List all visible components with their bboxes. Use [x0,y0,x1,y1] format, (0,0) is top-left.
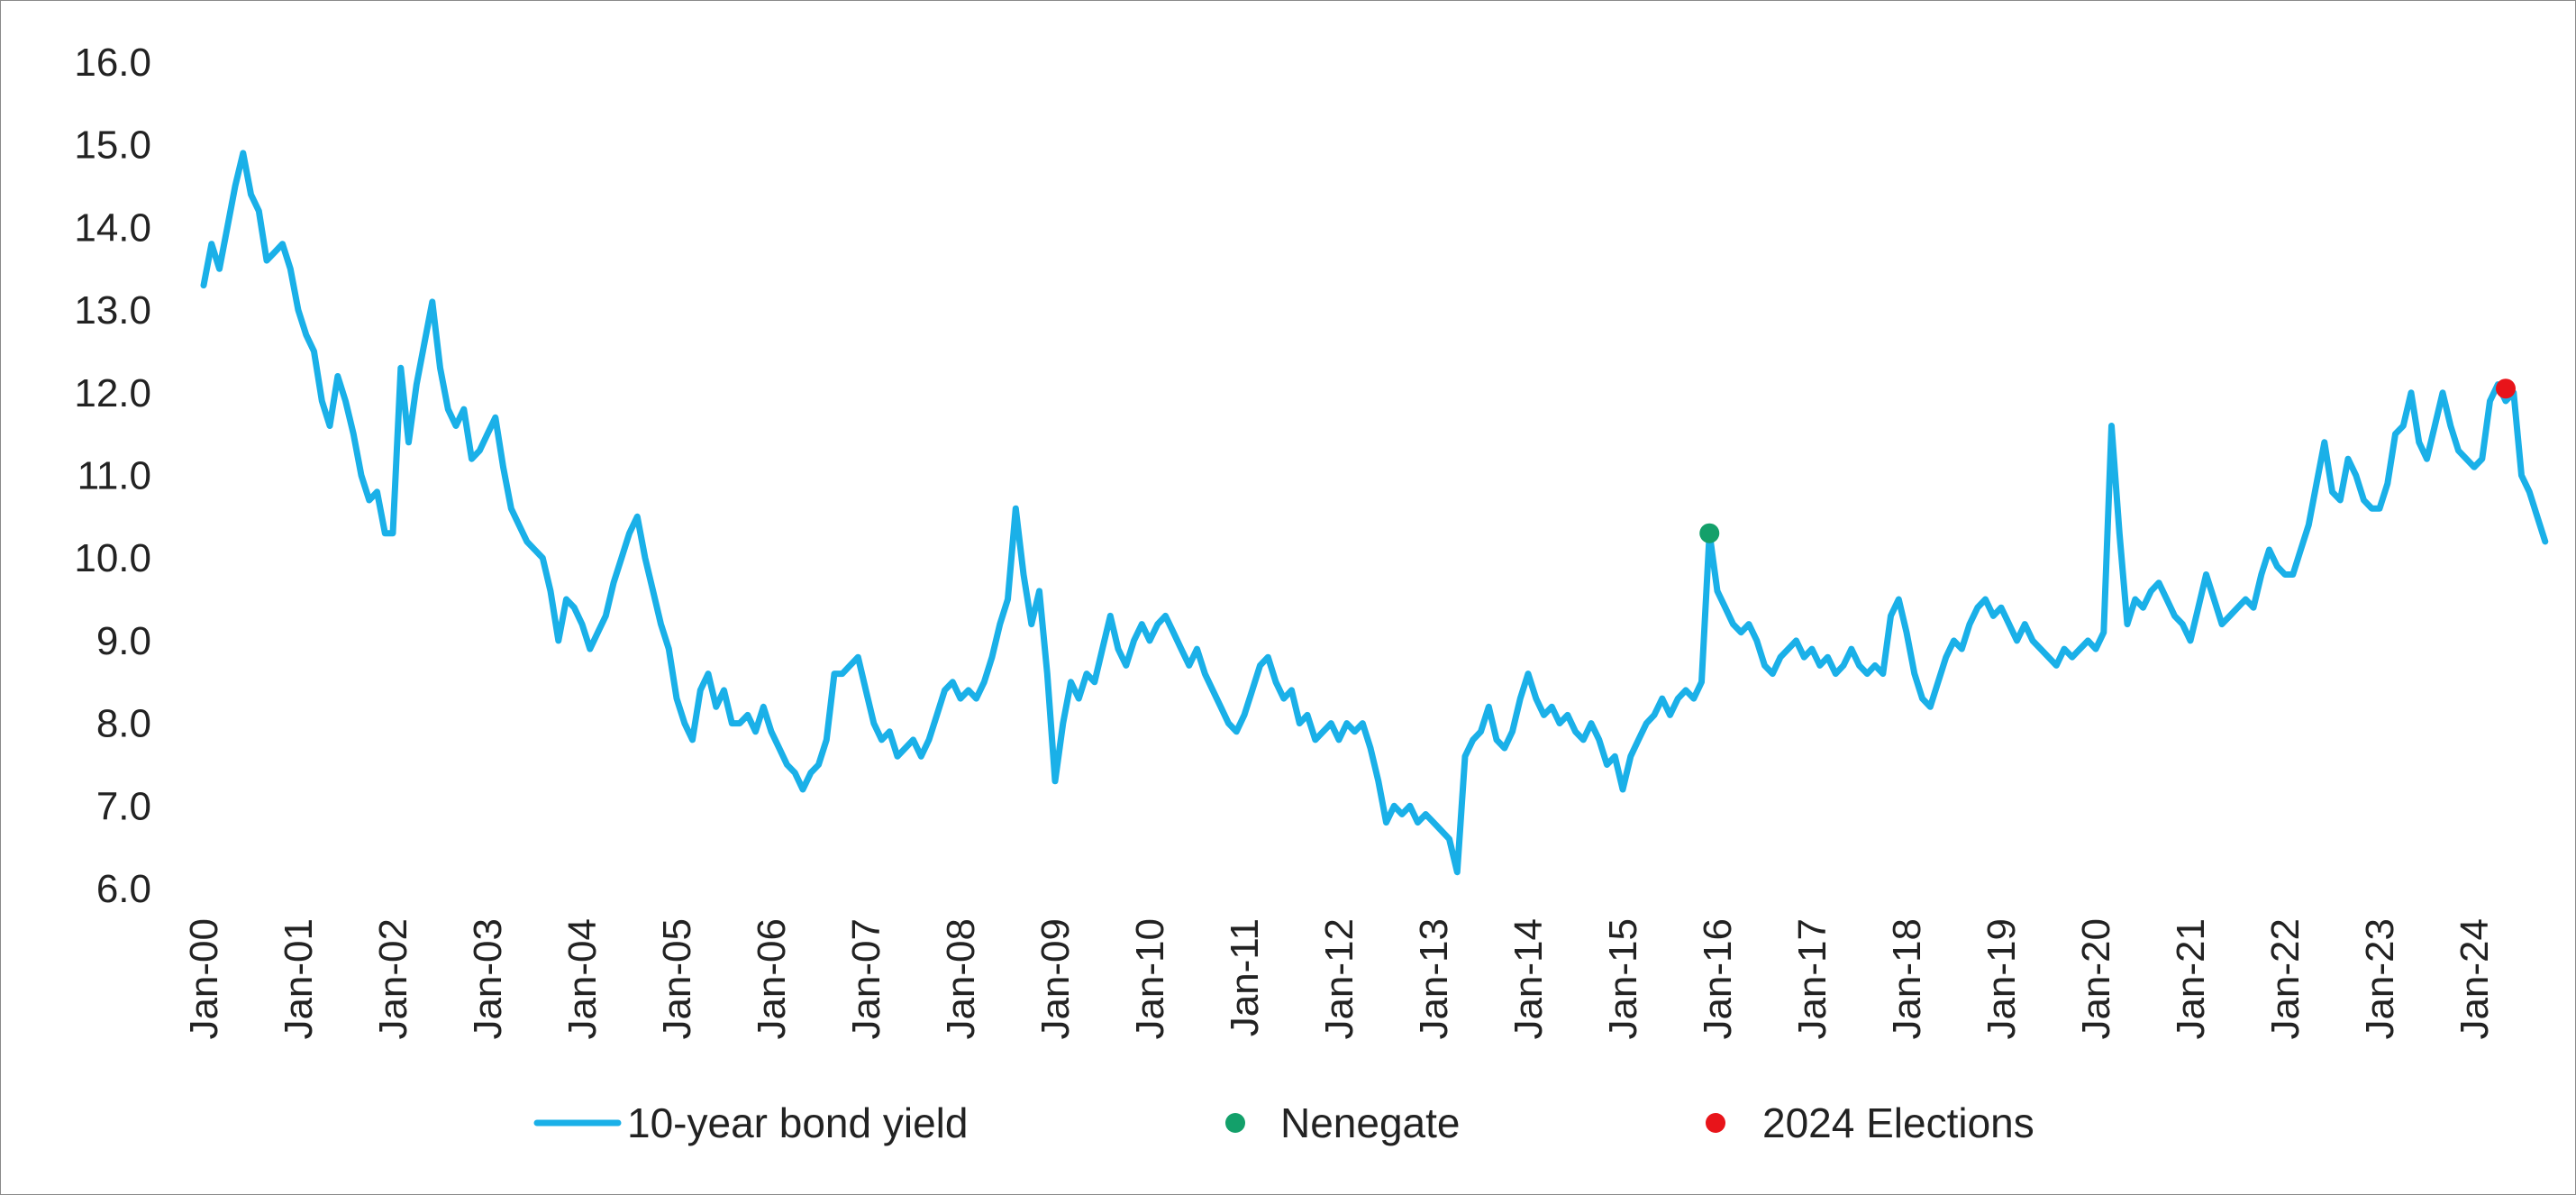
x-tick-label: Jan-09 [1033,918,1078,1040]
y-tick-label: 15.0 [74,123,151,168]
x-tick-label: Jan-13 [1412,918,1456,1040]
series-line-10-year-bond-yield [200,150,2549,876]
y-axis-ticks: 6.0 7.0 8.0 9.0 10.0 11.0 12.0 13.0 14.0 15.0 16.0 [74,41,151,911]
legend-label-nenegate: Nenegate [1280,1099,1461,1146]
legend-swatch-nenegate [1225,1113,1245,1133]
x-tick-label: Jan-04 [560,918,605,1040]
x-tick-label: Jan-23 [2358,918,2402,1040]
x-tick-label: Jan-00 [182,918,226,1040]
x-tick-label: Jan-22 [2263,918,2307,1040]
marker-nenegate [1699,523,1720,543]
marker-2024-elections [2496,379,2516,399]
x-tick-label: Jan-10 [1128,918,1172,1040]
legend: 10-year bond yield Nenegate 2024 Electio… [533,1099,2034,1146]
x-tick-label: Jan-02 [371,918,415,1040]
x-tick-label: Jan-15 [1601,918,1645,1040]
x-tick-label: Jan-11 [1223,918,1267,1036]
x-tick-label: Jan-17 [1790,918,1834,1040]
x-tick-label: Jan-18 [1885,918,1929,1040]
x-tick-label: Jan-14 [1506,918,1551,1040]
x-tick-label: Jan-16 [1696,918,1740,1040]
y-tick-label: 9.0 [96,619,151,663]
x-tick-label: Jan-07 [844,918,888,1040]
y-tick-label: 14.0 [74,205,151,250]
y-tick-label: 11.0 [77,454,151,498]
x-tick-label: Jan-01 [277,918,321,1040]
x-tick-label: Jan-03 [466,918,510,1040]
x-tick-label: Jan-21 [2169,918,2213,1040]
y-tick-label: 16.0 [74,41,151,85]
legend-label-10-year-bond-yield: 10-year bond yield [627,1099,968,1146]
x-tick-label: Jan-05 [655,918,699,1040]
x-tick-label: Jan-24 [2453,918,2497,1040]
legend-swatch-2024-elections [1706,1113,1725,1133]
y-tick-label: 12.0 [74,371,151,415]
y-tick-label: 6.0 [96,867,151,911]
legend-label-2024-elections: 2024 Elections [1762,1099,2034,1146]
x-tick-label: Jan-19 [1980,918,2024,1040]
x-tick-label: Jan-12 [1317,918,1361,1040]
y-tick-label: 8.0 [96,702,151,746]
y-tick-label: 7.0 [96,784,151,828]
y-tick-label: 10.0 [74,536,151,580]
y-tick-label: 13.0 [74,288,151,333]
x-tick-label: Jan-20 [2074,918,2118,1040]
x-axis-ticks: Jan-00 Jan-01 Jan-02 Jan-03 Jan-04 Jan-05 Jan-… [182,918,2497,1040]
x-tick-label: Jan-06 [750,918,794,1040]
x-tick-label: Jan-08 [939,918,983,1040]
